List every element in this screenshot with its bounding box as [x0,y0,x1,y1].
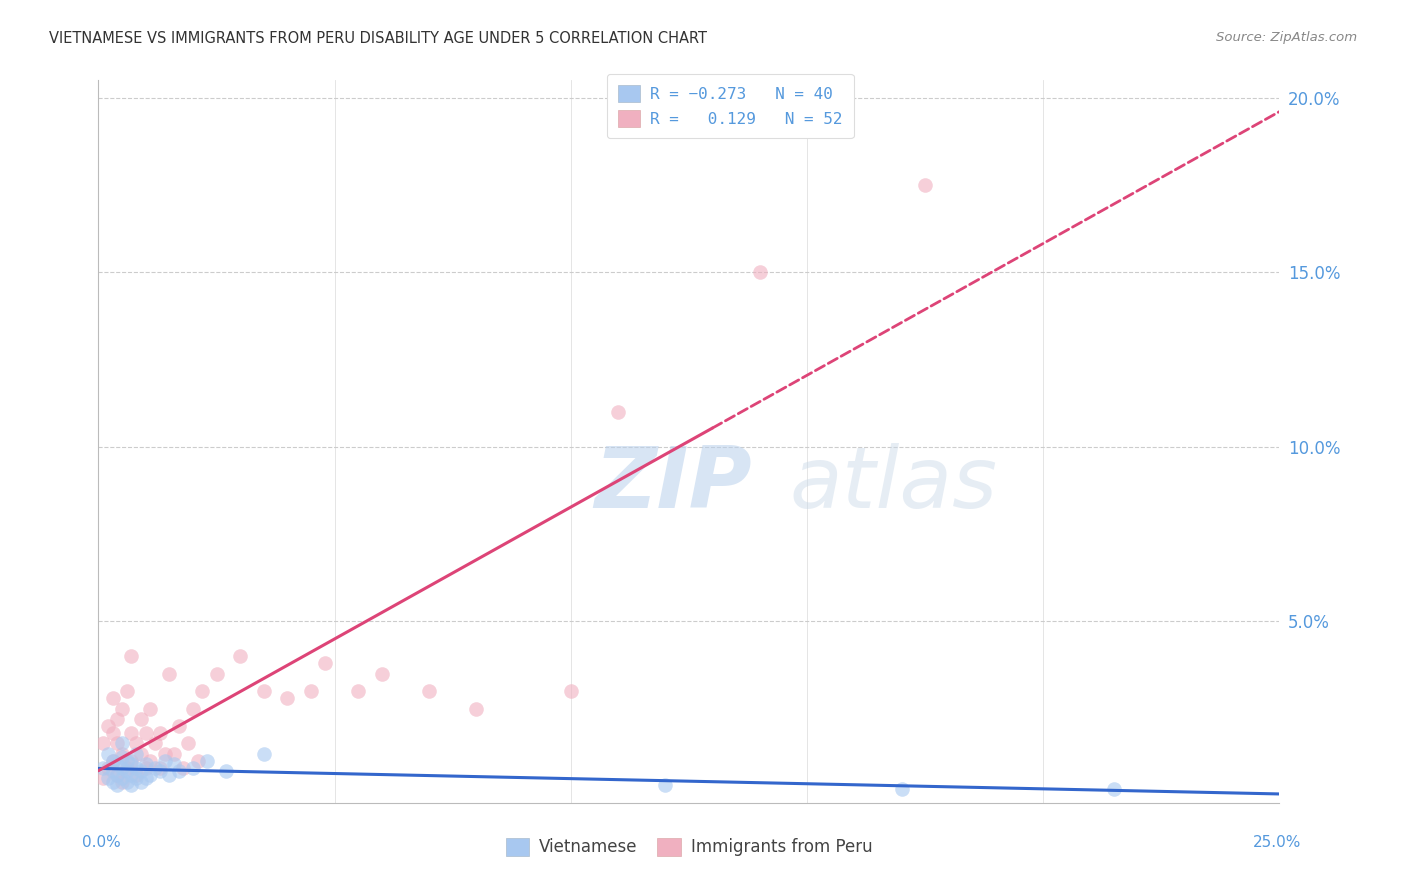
Point [105,768,128,782]
Point [157,666,180,681]
Point [157,768,180,782]
Point [205,666,228,681]
Point [105,712,128,726]
Point [111,750,134,764]
Point [135,726,157,740]
Point [215,764,238,779]
Point [111,775,134,789]
Point [115,754,138,768]
Point [111,736,134,750]
Point [172,761,194,775]
Text: ZIP: ZIP [595,443,752,526]
Text: atlas: atlas [789,443,997,526]
Point [121,754,143,768]
Point [91,761,114,775]
Point [181,761,204,775]
Point [111,761,134,775]
Point [97,761,120,775]
Point [105,736,128,750]
Point [167,719,190,733]
Point [125,772,148,786]
Point [135,761,157,775]
Point [121,768,143,782]
Point [101,691,124,706]
Point [105,778,128,792]
Point [129,712,152,726]
Point [143,736,166,750]
Point [121,649,143,664]
Point [129,775,152,789]
Legend: Vietnamese, Immigrants from Peru: Vietnamese, Immigrants from Peru [499,831,879,863]
Point [121,726,143,740]
Point [253,747,276,761]
Point [115,684,138,698]
Point [153,747,176,761]
Point [101,775,124,789]
Point [253,684,276,698]
Point [101,764,124,779]
Point [121,757,143,772]
Point [371,666,394,681]
Point [111,747,134,761]
Point [163,747,186,761]
Point [465,701,488,715]
Point [121,778,143,792]
Point [167,764,190,779]
Point [125,768,148,782]
Point [129,764,152,779]
Point [115,775,138,789]
Point [129,747,152,761]
Point [1102,781,1125,796]
Point [125,761,148,775]
Point [143,761,166,775]
Point [139,754,162,768]
Point [607,405,630,419]
Point [101,726,124,740]
Point [748,265,770,279]
Point [91,736,114,750]
Point [314,656,336,670]
Point [97,747,120,761]
Point [914,178,936,192]
Point [187,754,209,768]
Point [654,778,676,792]
Point [890,781,912,796]
Point [125,747,148,761]
Point [105,768,128,782]
Point [97,719,120,733]
Point [195,754,218,768]
Point [101,754,124,768]
Point [163,757,186,772]
Point [149,761,172,775]
Point [101,754,124,768]
Point [181,701,204,715]
Point [418,684,440,698]
Text: 25.0%: 25.0% [1253,836,1301,850]
Point [177,736,200,750]
Point [91,772,114,786]
Point [149,726,172,740]
Point [149,764,172,779]
Point [229,649,252,664]
Point [115,761,138,775]
Point [135,772,157,786]
Point [115,764,138,779]
Point [299,684,322,698]
Point [135,757,157,772]
Point [191,684,214,698]
Text: 0.0%: 0.0% [82,836,121,850]
Point [111,772,134,786]
Text: VIETNAMESE VS IMMIGRANTS FROM PERU DISABILITY AGE UNDER 5 CORRELATION CHART: VIETNAMESE VS IMMIGRANTS FROM PERU DISAB… [49,31,707,46]
Point [153,754,176,768]
Point [105,757,128,772]
Point [276,691,298,706]
Point [347,684,370,698]
Point [560,684,582,698]
Point [125,736,148,750]
Point [139,768,162,782]
Point [111,701,134,715]
Point [139,701,162,715]
Text: Source: ZipAtlas.com: Source: ZipAtlas.com [1216,31,1357,45]
Point [97,772,120,786]
